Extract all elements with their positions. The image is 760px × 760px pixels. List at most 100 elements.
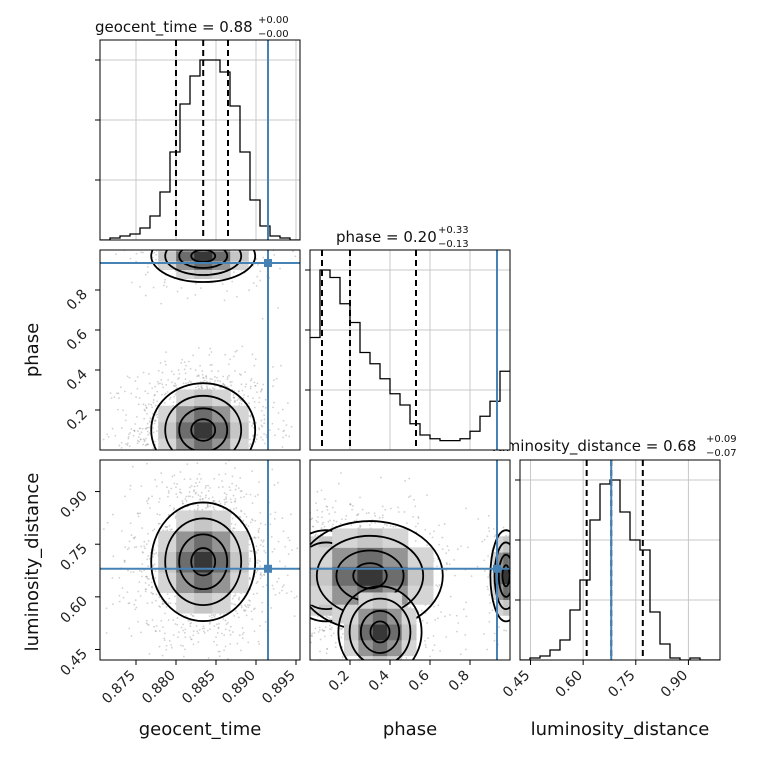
sample-point xyxy=(305,568,307,570)
sample-point xyxy=(192,634,195,637)
sample-point xyxy=(144,437,147,440)
sample-point xyxy=(317,516,319,518)
sample-point xyxy=(355,514,358,517)
sample-point xyxy=(136,387,139,390)
sample-point xyxy=(152,427,154,429)
sample-point xyxy=(222,618,225,620)
sample-point xyxy=(187,381,190,384)
sample-point xyxy=(517,585,519,587)
sample-point xyxy=(214,380,216,382)
sample-point xyxy=(215,636,217,638)
sample-point xyxy=(213,387,216,390)
sample-point xyxy=(245,605,248,608)
sample-point xyxy=(395,661,397,663)
sample-point xyxy=(168,398,171,401)
sample-point xyxy=(145,406,148,409)
sample-point xyxy=(180,361,183,364)
xlabel-phase: phase xyxy=(383,719,437,740)
sample-point xyxy=(173,385,176,388)
sample-point xyxy=(221,453,223,455)
sample-point xyxy=(170,244,172,246)
sample-point xyxy=(129,484,132,487)
sample-point xyxy=(241,637,244,640)
sample-point xyxy=(257,531,260,534)
sample-point xyxy=(201,498,204,501)
sample-point xyxy=(193,454,195,456)
sample-point xyxy=(211,456,213,458)
sample-point xyxy=(512,578,514,580)
sample-point xyxy=(206,456,208,458)
sample-point xyxy=(275,377,278,380)
sample-point xyxy=(303,659,305,661)
sample-point xyxy=(201,497,204,500)
sample-point xyxy=(204,487,207,489)
sample-point xyxy=(262,539,265,542)
sample-point xyxy=(165,363,167,366)
sample-point xyxy=(397,506,399,509)
sample-point xyxy=(144,404,147,407)
sample-point xyxy=(311,632,314,635)
sample-point xyxy=(155,485,158,488)
sample-point xyxy=(201,627,204,630)
sample-point xyxy=(142,438,145,441)
title-geocent-time-plus: +0.00 xyxy=(258,15,289,26)
sample-point xyxy=(174,517,177,519)
sample-point xyxy=(381,514,384,517)
sample-point xyxy=(273,434,276,437)
sample-point xyxy=(235,451,237,453)
sample-point xyxy=(239,516,242,519)
sample-point xyxy=(285,592,288,595)
sample-point xyxy=(255,552,258,554)
sample-point xyxy=(252,593,255,596)
sample-point xyxy=(139,595,142,597)
sample-point xyxy=(194,282,197,285)
sample-point xyxy=(221,486,224,488)
sample-point xyxy=(197,346,200,349)
sample-point xyxy=(166,486,168,489)
sample-point xyxy=(229,358,231,361)
density-cell xyxy=(194,405,213,423)
sample-point xyxy=(197,385,200,388)
sample-point xyxy=(204,244,206,246)
sample-point xyxy=(301,640,303,642)
sample-point xyxy=(249,549,252,552)
sample-point xyxy=(111,427,114,430)
sample-point xyxy=(185,615,187,617)
sample-point xyxy=(210,370,213,372)
sample-point xyxy=(248,577,251,580)
sample-point xyxy=(197,632,200,635)
sample-point xyxy=(234,603,237,606)
sample-point xyxy=(249,415,252,417)
sample-point xyxy=(151,406,153,409)
sample-point xyxy=(305,591,307,593)
sample-point xyxy=(361,508,364,511)
sample-point xyxy=(144,547,146,550)
sample-point xyxy=(305,587,307,589)
sample-point xyxy=(223,634,226,637)
sample-point xyxy=(123,559,126,562)
sample-point xyxy=(216,644,218,646)
sample-point xyxy=(337,482,340,485)
sample-point xyxy=(301,581,303,583)
sample-point xyxy=(138,427,141,430)
sample-point xyxy=(158,596,161,598)
sample-point xyxy=(448,563,451,566)
sample-point xyxy=(359,524,361,527)
sample-point xyxy=(317,615,319,618)
sample-point xyxy=(157,382,160,385)
sample-point xyxy=(317,630,320,633)
sample-point xyxy=(229,381,232,384)
sample-point xyxy=(324,635,326,638)
sample-point xyxy=(231,475,234,478)
sample-point xyxy=(515,590,517,592)
sample-point xyxy=(117,408,119,411)
sample-point xyxy=(349,503,352,506)
sample-point xyxy=(118,452,120,454)
sample-point xyxy=(128,433,130,436)
sample-point xyxy=(446,563,448,566)
sample-point xyxy=(147,403,150,406)
sample-point xyxy=(128,627,131,630)
sample-point xyxy=(234,498,237,500)
sample-point xyxy=(303,528,305,530)
sample-point xyxy=(221,480,223,482)
